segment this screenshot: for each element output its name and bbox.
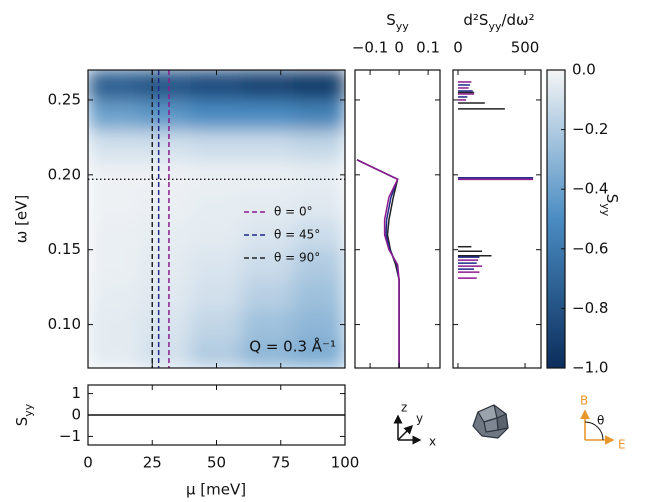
y-arrow (398, 426, 412, 440)
heatmap-cell (190, 159, 242, 190)
y-tick-label: 0.25 (48, 90, 81, 108)
heatmap-cell (190, 249, 242, 280)
legend-label: θ = 90° (274, 251, 320, 265)
heatmap-cell (139, 70, 191, 101)
x-axis-label-part: d²S (463, 11, 488, 29)
heatmap-cell (242, 129, 294, 160)
heatmap (88, 70, 346, 369)
colorbar-label-part: yy (600, 203, 613, 217)
x-axis-label: d²Syy/dω² (463, 11, 534, 33)
angle-label: θ (597, 414, 604, 428)
colorbar-tick-label: −1.0 (572, 359, 608, 377)
colorbar-tick-label: 0.0 (572, 61, 596, 79)
legend-label: θ = 0° (274, 205, 313, 219)
heatmap-cell (139, 189, 191, 220)
heatmap-cell (190, 279, 242, 310)
colorbar-label-part: S (604, 194, 622, 204)
heatmap-cell (293, 279, 345, 310)
y-axis-label: ω [eV] (13, 195, 31, 244)
heatmap-cell (190, 99, 242, 130)
heatmap-cell (88, 159, 140, 190)
figure: z y x B θ E θ = 0°θ = 45°θ = 90°0.100.15… (0, 0, 650, 502)
colorbar (547, 70, 565, 368)
x-tick-label: 75 (271, 454, 290, 472)
annotation: Q = 0.3 Å⁻¹ (249, 337, 336, 356)
heatmap-cell (88, 70, 140, 101)
heatmap-cell (293, 159, 345, 190)
y-tick-label: −1 (59, 427, 81, 445)
profile-line (357, 160, 399, 368)
x-tick-label: 100 (331, 454, 360, 472)
heatmap-cell (190, 189, 242, 220)
x-tick-label: 0.1 (416, 39, 440, 57)
axis-label: y (416, 412, 423, 426)
heatmap-cell (293, 309, 345, 340)
y-tick-label: 0.15 (48, 240, 81, 258)
field-label: E (618, 438, 626, 452)
heatmap-cell (88, 309, 140, 340)
colorbar-tick-label: −0.8 (572, 299, 608, 317)
y-axis-label-part: yy (22, 403, 35, 417)
x-tick-label: −0.1 (352, 39, 388, 57)
heatmap-cell (139, 129, 191, 160)
legend-label: θ = 45° (274, 228, 320, 242)
heatmap-cell (242, 70, 294, 101)
heatmap-cell (139, 249, 191, 280)
y-tick-label: 0.20 (48, 165, 81, 183)
heatmap-cell (88, 219, 140, 250)
axis-label: z (401, 401, 407, 415)
field-label: B (580, 394, 588, 408)
axis-label: x (429, 435, 436, 449)
colorbar-tick-label: −0.2 (572, 120, 608, 138)
heatmap-cell (88, 249, 140, 280)
plot-frame (355, 70, 440, 368)
heatmap-cell (139, 219, 191, 250)
x-axis-label-part: yy (488, 20, 502, 33)
heatmap-cell (139, 279, 191, 310)
heatmap-cell (190, 219, 242, 250)
heatmap-cells (88, 70, 346, 369)
heatmap-cell (190, 129, 242, 160)
x-tick-label: 50 (207, 454, 226, 472)
heatmap-cell (242, 99, 294, 130)
heatmap-cell (139, 309, 191, 340)
colorbar-tick-label: −0.6 (572, 239, 608, 257)
x-tick-label: 0 (394, 39, 404, 57)
x-tick-label: 0 (83, 454, 93, 472)
y-tick-label: 1 (71, 384, 81, 402)
heatmap-cell (88, 189, 140, 220)
heatmap-cell (190, 309, 242, 340)
heatmap-cell (293, 99, 345, 130)
y-axis-label: Syy (13, 403, 35, 426)
heatmap-cell (88, 339, 140, 368)
y-tick-label: 0 (71, 406, 81, 424)
x-axis-label-part: yy (396, 20, 410, 33)
heatmap-cell (242, 279, 294, 310)
x-axis-label: Syy (386, 11, 409, 33)
x-axis-label: μ [meV] (186, 481, 246, 499)
x-axis-label-part: S (386, 11, 396, 29)
heatmap-cell (88, 99, 140, 130)
heatmap-cell (88, 129, 140, 160)
heatmap-cell (293, 129, 345, 160)
colorbar-tick-label: −0.4 (572, 180, 608, 198)
x-axis-label-part: /dω² (501, 11, 534, 29)
heatmap-cell (139, 99, 191, 130)
crystal-icon (473, 405, 508, 438)
x-tick-label: 500 (511, 39, 540, 57)
x-tick-label: 25 (143, 454, 162, 472)
y-axis-label-part: S (13, 417, 31, 427)
heatmap-cell (242, 309, 294, 340)
plot-frame (453, 70, 541, 368)
heatmap-cell (293, 70, 345, 101)
heatmap-cell (139, 159, 191, 190)
x-tick-label: 0 (453, 39, 463, 57)
heatmap-cell (88, 279, 140, 310)
heatmap-cell (139, 339, 191, 368)
y-tick-label: 0.10 (48, 315, 81, 333)
heatmap-cell (242, 159, 294, 190)
